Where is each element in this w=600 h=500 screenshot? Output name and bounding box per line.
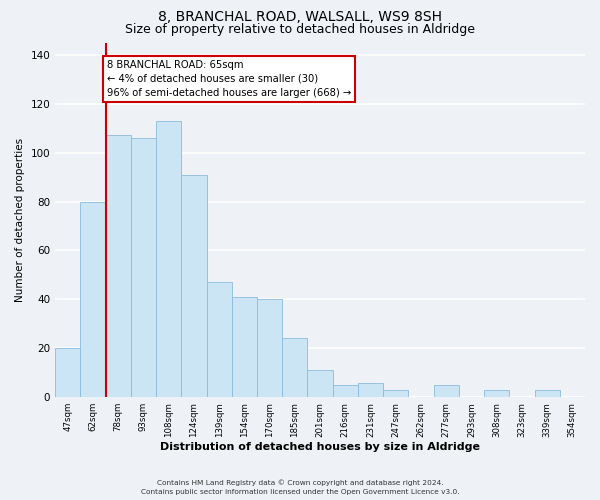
Bar xyxy=(282,338,307,397)
Bar xyxy=(257,300,282,397)
Text: 8 BRANCHAL ROAD: 65sqm
← 4% of detached houses are smaller (30)
96% of semi-deta: 8 BRANCHAL ROAD: 65sqm ← 4% of detached … xyxy=(107,60,351,98)
X-axis label: Distribution of detached houses by size in Aldridge: Distribution of detached houses by size … xyxy=(160,442,480,452)
Bar xyxy=(484,390,509,397)
Text: 8, BRANCHAL ROAD, WALSALL, WS9 8SH: 8, BRANCHAL ROAD, WALSALL, WS9 8SH xyxy=(158,10,442,24)
Bar xyxy=(106,136,131,397)
Bar xyxy=(181,174,206,397)
Bar xyxy=(156,121,181,397)
Bar xyxy=(307,370,332,397)
Text: Size of property relative to detached houses in Aldridge: Size of property relative to detached ho… xyxy=(125,22,475,36)
Bar xyxy=(131,138,156,397)
Bar xyxy=(232,297,257,397)
Text: Contains public sector information licensed under the Open Government Licence v3: Contains public sector information licen… xyxy=(140,489,460,495)
Bar xyxy=(55,348,80,397)
Bar xyxy=(535,390,560,397)
Bar xyxy=(332,385,358,397)
Text: Contains HM Land Registry data © Crown copyright and database right 2024.: Contains HM Land Registry data © Crown c… xyxy=(157,480,443,486)
Bar xyxy=(434,385,459,397)
Bar xyxy=(358,382,383,397)
Y-axis label: Number of detached properties: Number of detached properties xyxy=(15,138,25,302)
Bar xyxy=(383,390,409,397)
Bar xyxy=(206,282,232,397)
Bar xyxy=(80,202,106,397)
